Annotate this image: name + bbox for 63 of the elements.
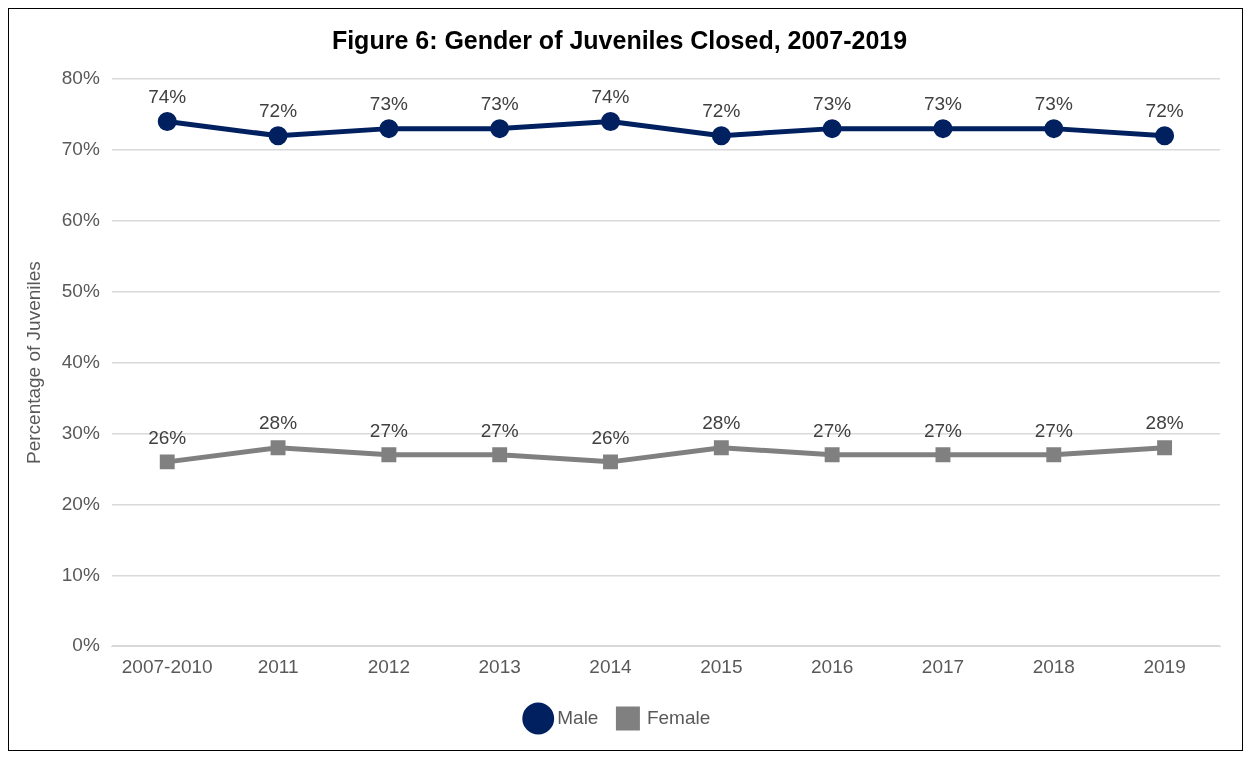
data-label: 27% — [923, 419, 963, 441]
data-label: 73% — [480, 93, 519, 115]
data-label: 27% — [369, 419, 408, 441]
legend-label: Male — [557, 706, 599, 728]
data-label: 72% — [1145, 100, 1184, 122]
point — [1044, 119, 1064, 139]
point — [822, 119, 842, 139]
data-label: 73% — [813, 93, 852, 115]
point — [492, 447, 508, 463]
y-tick-label: 70% — [61, 138, 100, 160]
data-label: 73% — [923, 93, 963, 115]
point — [935, 447, 951, 463]
x-tick-label: 2014 — [589, 655, 633, 677]
data-label: 27% — [1034, 419, 1073, 441]
x-tick-label: 2016 — [811, 655, 854, 677]
point — [713, 440, 729, 456]
y-tick-label: 60% — [61, 209, 100, 231]
y-tick-label: 80% — [61, 67, 100, 89]
point — [824, 447, 840, 463]
data-label: 72% — [702, 100, 741, 122]
point — [268, 126, 288, 146]
data-label: 28% — [259, 412, 298, 434]
data-label: 74% — [148, 86, 187, 108]
point — [1157, 440, 1173, 456]
point — [157, 112, 177, 132]
data-label: 28% — [702, 412, 741, 434]
point — [270, 440, 286, 456]
x-tick-label: 2011 — [257, 655, 299, 677]
point — [1046, 447, 1062, 463]
y-tick-label: 40% — [61, 350, 100, 372]
data-label: 72% — [259, 100, 298, 122]
x-tick-label: 2013 — [478, 655, 521, 677]
data-label: 73% — [1034, 93, 1073, 115]
data-label: 27% — [480, 419, 519, 441]
data-label: 28% — [1145, 412, 1184, 434]
point — [933, 119, 953, 139]
x-tick-label: 2017 — [921, 655, 965, 677]
y-tick-label: 0% — [72, 634, 100, 656]
x-tick-label: 2015 — [700, 655, 743, 677]
data-label: 26% — [148, 426, 187, 448]
x-tick-label: 2018 — [1032, 655, 1075, 677]
chart-title: Figure 6: Gender of Juveniles Closed, 2007-2019 — [331, 25, 908, 54]
data-label: 74% — [591, 86, 630, 108]
point — [601, 112, 621, 132]
point — [603, 454, 618, 470]
point — [711, 126, 731, 146]
legend-label: Female — [646, 706, 711, 728]
y-tick-label: 20% — [61, 492, 100, 514]
y-axis-title: Percentage of Juveniles — [22, 261, 44, 464]
point — [379, 119, 399, 139]
x-tick-label: 2019 — [1143, 655, 1186, 677]
x-tick-label: 2012 — [367, 655, 411, 677]
point — [381, 447, 397, 463]
y-tick-label: 50% — [61, 279, 100, 301]
y-tick-label: 30% — [61, 421, 100, 443]
point — [159, 454, 175, 470]
data-label: 73% — [369, 93, 408, 115]
point — [1155, 126, 1175, 146]
data-label: 26% — [591, 426, 630, 448]
data-label: 27% — [813, 419, 852, 441]
y-tick-label: 10% — [61, 563, 100, 585]
x-tick-label: 2007-2010 — [121, 655, 213, 677]
point — [490, 119, 510, 139]
